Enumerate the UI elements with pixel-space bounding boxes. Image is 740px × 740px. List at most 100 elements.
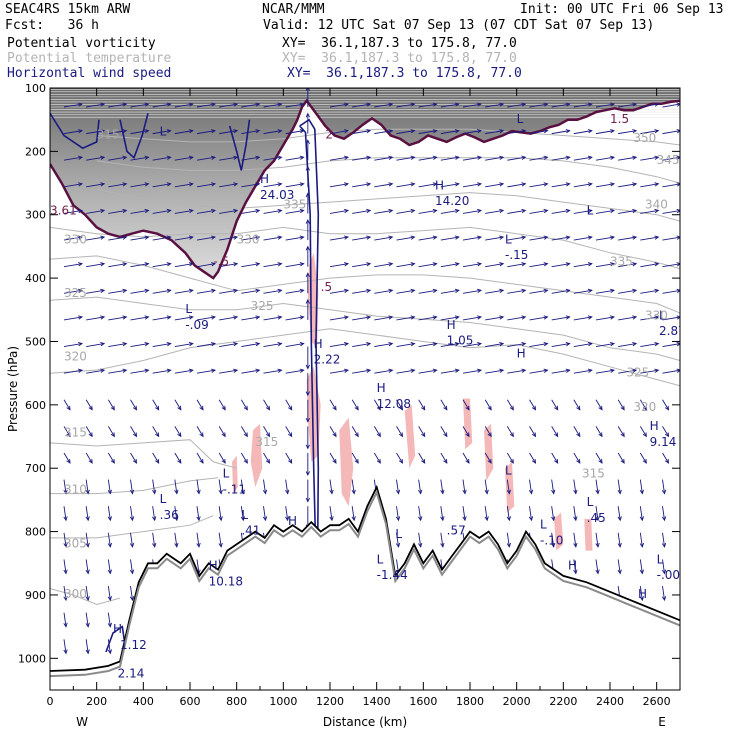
wind-vector <box>174 343 193 347</box>
wind-vector <box>507 210 526 214</box>
plot-frame <box>49 87 681 691</box>
wind-vector <box>618 156 637 161</box>
label-wind-19: H <box>650 419 659 433</box>
wind-vector-head <box>63 596 68 602</box>
wind-vector <box>152 479 156 494</box>
y-tick-label: 500 <box>25 335 46 348</box>
wind-vector <box>507 289 526 294</box>
wind-vector <box>662 316 680 321</box>
wind-vector <box>107 452 115 464</box>
wind-vector <box>63 426 71 437</box>
wind-vector <box>241 103 260 108</box>
wind-vector <box>440 130 459 135</box>
wind-vector <box>618 289 637 294</box>
wind-vector <box>595 399 603 411</box>
wind-vector <box>595 103 615 108</box>
wind-vector <box>396 210 415 214</box>
wind-vector <box>285 210 304 214</box>
wind-vector-head <box>410 129 416 134</box>
wind-vector-head <box>664 432 670 438</box>
wind-vector <box>285 289 304 294</box>
wind-vector-head <box>277 129 283 134</box>
label-wind-6: L <box>587 204 594 218</box>
wind-vector <box>573 289 592 294</box>
wind-vector <box>462 506 466 521</box>
wind-vector-head <box>642 405 647 411</box>
wind-vector <box>108 236 127 241</box>
wind-vector-head <box>255 155 261 160</box>
wind-vector-head <box>63 489 68 495</box>
label-theta-64: 350 <box>633 131 656 145</box>
wind-vector <box>351 452 359 464</box>
wind-vector <box>662 103 680 108</box>
wind-vector-head <box>100 182 106 187</box>
wind-vector-head <box>277 341 283 347</box>
wind-vector <box>573 506 577 521</box>
wind-vector-head <box>565 235 571 240</box>
wind-vector <box>152 210 171 214</box>
wind-vector-head <box>366 315 372 320</box>
wind-vector <box>329 103 349 108</box>
wind-vector <box>219 236 238 241</box>
wind-vector-head <box>432 102 438 107</box>
wind-vector <box>63 369 83 374</box>
wind-vector-head <box>388 315 394 320</box>
label-wind-30: L <box>505 464 512 478</box>
label-wind-39: H <box>209 559 218 573</box>
wind-vector-head <box>654 368 660 373</box>
wind-vector <box>196 452 204 464</box>
wind-vector <box>152 236 171 241</box>
wind-vector-head <box>188 341 194 347</box>
wind-vector-head <box>188 315 194 320</box>
wind-vector <box>418 479 422 494</box>
wind-vector <box>86 156 105 161</box>
wind-vector <box>551 210 570 214</box>
wind-vector <box>352 289 371 294</box>
terrain-pv-shading <box>50 489 680 678</box>
wind-vector <box>551 452 559 464</box>
wind-vector-head <box>398 405 404 411</box>
wind-vector-head <box>174 516 179 522</box>
wind-vector <box>595 130 615 135</box>
wind-vector <box>374 103 393 108</box>
wind-vector <box>219 183 238 188</box>
wind-vector <box>418 532 422 547</box>
wind-vector-head <box>654 129 660 134</box>
wind-vector-head <box>299 155 305 160</box>
wind-vector <box>639 559 643 574</box>
wind-vector-head <box>166 315 172 320</box>
wind-vector-head <box>487 432 492 438</box>
wind-vector-head <box>100 129 106 134</box>
wind-vector-head <box>366 208 372 214</box>
wind-vector-head <box>299 182 305 187</box>
wind-vector-head <box>565 368 571 373</box>
wind-contour-2 <box>228 119 251 171</box>
wind-vector <box>662 263 680 268</box>
wind-vector-head <box>78 341 84 347</box>
init-time: Init: 00 UTC Fri 06 Sep 13 <box>520 2 724 17</box>
wind-vector <box>329 369 349 374</box>
wind-vector <box>85 399 93 411</box>
wind-vector-head <box>395 542 401 548</box>
label-wind-11: -.09 <box>185 318 208 332</box>
wind-vector-head <box>305 298 310 304</box>
wind-vector-head <box>676 102 680 107</box>
wind-vector <box>573 316 592 321</box>
wind-vector <box>418 183 437 188</box>
wind-vector <box>152 316 171 321</box>
wind-vector <box>130 559 133 574</box>
wind-vector-head <box>587 288 593 293</box>
wind-vector-head <box>598 458 603 464</box>
pv-shading-3 <box>250 423 263 488</box>
wind-vector-head <box>152 542 157 548</box>
wind-vector-head <box>587 182 593 187</box>
wind-vector <box>63 103 83 108</box>
theta-contour-340 <box>96 188 680 222</box>
wind-vector <box>196 316 216 321</box>
wind-vector-head <box>398 458 404 464</box>
wind-vector-head <box>676 315 680 320</box>
wind-vector-head <box>432 235 438 240</box>
wind-vector-head <box>344 315 350 320</box>
wind-vector-head <box>152 489 157 495</box>
y-tick-label: 700 <box>25 462 46 475</box>
